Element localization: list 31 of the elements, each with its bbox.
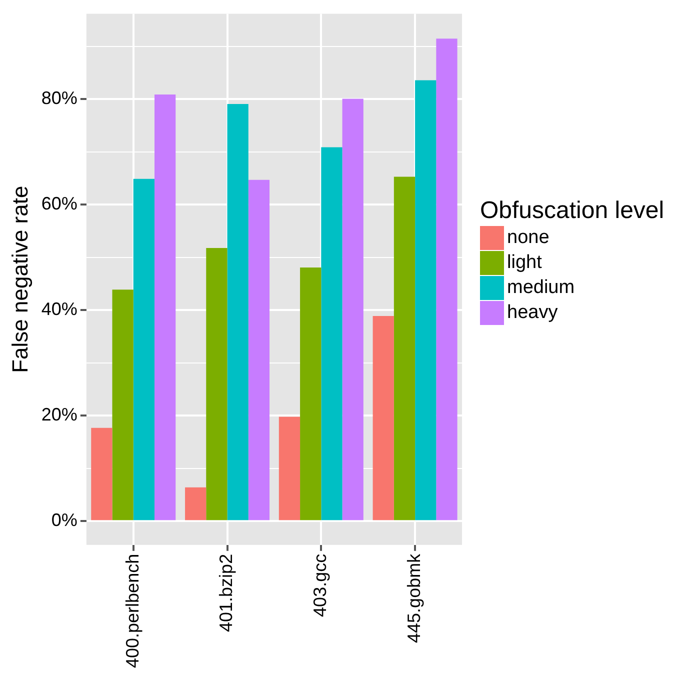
bar xyxy=(300,267,322,520)
y-tick-label: 40% xyxy=(41,299,78,320)
y-tick-label: 20% xyxy=(41,404,78,425)
y-tick-label: 60% xyxy=(41,194,78,214)
x-tick-label: 403.gcc xyxy=(310,554,330,617)
bar xyxy=(133,178,154,520)
y-axis-title: False negative rate xyxy=(7,186,32,373)
bar xyxy=(91,428,112,520)
bar xyxy=(206,248,228,520)
x-tick-label: 401.bzip2 xyxy=(216,554,236,632)
bar xyxy=(112,290,134,520)
bar xyxy=(342,98,364,520)
bar xyxy=(154,94,176,520)
y-tick-label: 80% xyxy=(41,88,78,108)
legend-label: light xyxy=(507,252,542,274)
bar xyxy=(248,180,270,520)
x-tick-label: 400.perlbench xyxy=(122,554,142,668)
bar xyxy=(415,80,436,520)
bar xyxy=(321,147,342,520)
bar xyxy=(227,104,248,520)
y-tick-label: 0% xyxy=(51,510,78,530)
bar xyxy=(278,416,300,520)
bar xyxy=(185,487,206,520)
bar xyxy=(394,176,416,520)
legend-label: none xyxy=(507,227,550,249)
bar xyxy=(436,38,458,520)
legend-label: heavy xyxy=(507,302,558,324)
x-tick-label: 445.gobmk xyxy=(404,552,424,643)
bar xyxy=(372,316,394,520)
legend-label: medium xyxy=(507,277,575,299)
legend-title: Obfuscation level xyxy=(480,196,664,226)
